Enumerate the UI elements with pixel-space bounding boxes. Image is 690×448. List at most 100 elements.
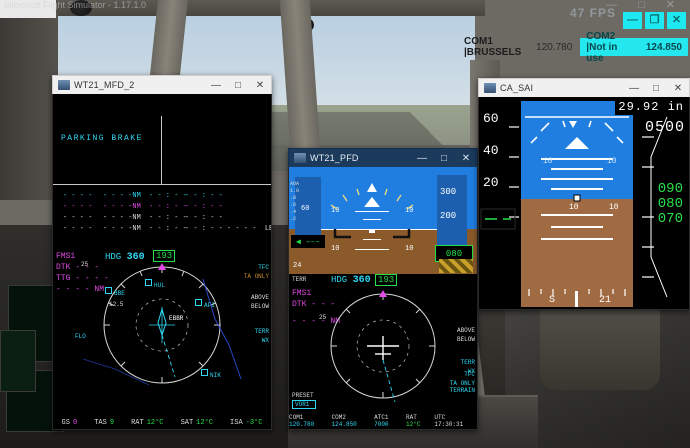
maximize-icon[interactable]: □: [234, 79, 242, 91]
com1-label[interactable]: COM1 |BRUSSELS: [464, 36, 522, 58]
pfd-navigation-display[interactable]: TERR HDG 360 193 FMS1 DTK - - - - - - - …: [289, 274, 477, 429]
sai-airspeed-scale: 60 40 20: [483, 103, 499, 199]
pitch-label-down2: 10: [405, 245, 414, 253]
nd-status-strip: GS 0 TAS 9 RAT 12°C SAT 12°C ISA -3°C: [53, 419, 271, 427]
fp-extra: - - : - - - - - - LB - - - - GW: [185, 225, 271, 233]
minimize-icon[interactable]: —: [623, 12, 642, 29]
waypoint-hul[interactable]: HUL: [145, 279, 165, 289]
com1-field[interactable]: COM1 120.780: [289, 414, 315, 428]
close-icon[interactable]: ✕: [673, 82, 683, 94]
waypoint-bbe[interactable]: BBE: [105, 287, 125, 297]
preset-value[interactable]: VOR1: [292, 400, 316, 409]
table-row: - - - - - - - -NM - - : - - - - : - -: [63, 214, 263, 222]
xtk-value: - - - -: [56, 285, 90, 294]
wx-label[interactable]: WX: [467, 368, 475, 375]
hdg-label: HDG: [105, 252, 122, 262]
app-title: Microsoft Flight Simulator - 1.17.1.0: [4, 0, 147, 10]
nd-mode-labels[interactable]: TFC TA ONLY ABOVE BELOW TERR WX: [244, 263, 269, 345]
window-wt21-pfd[interactable]: WT21_PFD — □ ✕ 10 10 10 10: [288, 148, 478, 430]
table-row: - - - - - - - -NM - - : - - - - : - -: [63, 192, 263, 200]
close-icon[interactable]: ✕: [461, 152, 471, 164]
pfd-titlebar[interactable]: WT21_PFD — □ ✕: [288, 148, 478, 167]
tfc-label[interactable]: TFC: [464, 371, 475, 378]
restore-icon[interactable]: ❐: [645, 12, 664, 29]
aoa-gauge: AOA 1.0 .8 .6 .4 .2: [290, 181, 299, 223]
close-icon[interactable]: ✕: [255, 79, 265, 91]
drum-digit-center: 080: [657, 196, 683, 212]
dtk-label: DTK: [292, 300, 307, 309]
window-wt21-mfd[interactable]: WT21_MFD_2 — □ ✕ PARKING BRAKE - - - - -…: [52, 75, 272, 430]
fp-eta: - - : - -: [149, 225, 187, 233]
window-ca-sai[interactable]: CA_SAI — □ ✕ 60 40 20 29.92 in 0500 090 …: [478, 78, 690, 310]
com2-field[interactable]: COM2 124.850: [331, 414, 357, 428]
rat-field: RAT 12°C: [406, 414, 421, 428]
sai-barometer-readout[interactable]: 29.92 in: [615, 99, 687, 115]
flight-plan-table: - - - - - - - -NM - - : - - - - : - - - …: [63, 192, 271, 236]
mfd-titlebar[interactable]: WT21_MFD_2 — □ ✕: [52, 75, 272, 94]
pitch-label-up2: 10: [405, 207, 414, 215]
maximize-icon[interactable]: □: [440, 152, 448, 164]
terr-annunciator: TERR: [292, 276, 307, 283]
utc-field: UTC 17:30:31: [434, 414, 464, 428]
minimize-icon[interactable]: —: [211, 79, 221, 91]
maximize-icon[interactable]: □: [652, 82, 660, 94]
wx-label[interactable]: WX: [261, 337, 269, 344]
pfd-window-buttons[interactable]: — □ ✕: [411, 150, 477, 167]
navigation-display[interactable]: FMS1 DTK - - - TTG - - - - - - - - NM HD…: [53, 249, 271, 429]
pitch-label-down: 10: [331, 245, 340, 253]
com2-panel[interactable]: COM2 |Not in use 124.850: [580, 31, 688, 64]
sai-heading-pointer: [575, 291, 578, 307]
waypoint-nik[interactable]: NIK: [201, 369, 221, 379]
pfd-tfc-labels: TFC TA ONLY: [450, 370, 475, 388]
airspeed-tick-60: 60: [301, 205, 310, 213]
close-icon[interactable]: ✕: [667, 12, 686, 29]
pfd-status-strip: COM1 120.780 COM2 124.850 ATC1 7000 RAT …: [289, 414, 477, 428]
mfd-window-title: WT21_MFD_2: [74, 80, 135, 90]
mfd-screen[interactable]: PARKING BRAKE - - - - - - - -NM - - : - …: [52, 94, 272, 430]
terr-label[interactable]: TERR: [460, 359, 475, 366]
table-row: - - - - - - - -NM - - : - - - - : - -: [63, 203, 263, 211]
parking-brake-annunciator: PARKING BRAKE: [61, 134, 143, 143]
altitude-unreliable-hatch: [439, 259, 473, 273]
ta-only-label: TA ONLY: [449, 380, 475, 387]
app-icon: [58, 80, 70, 90]
tas-field: TAS 9: [94, 419, 115, 427]
sai-pitch-up-r: 10: [607, 157, 617, 166]
tfc-label[interactable]: TFC: [258, 264, 269, 271]
heading-s: S: [549, 295, 556, 306]
sai-pitch-label-r: 10: [609, 203, 619, 212]
waypoint-flo[interactable]: FLO: [75, 333, 86, 340]
minimize-icon[interactable]: —: [417, 152, 427, 164]
sai-screen[interactable]: 60 40 20 29.92 in 0500 090 080 070: [478, 97, 690, 310]
sai-pitch-label-l: 10: [569, 203, 579, 212]
pfd-screen[interactable]: 10 10 10 10 60 24 AOA 1.0: [288, 167, 478, 430]
sim-window-controls[interactable]: — ❐ ✕: [623, 12, 686, 29]
minimize-icon[interactable]: —: [629, 82, 639, 94]
nd-compass-graphic: [82, 263, 242, 386]
heading-21: 21: [599, 295, 612, 306]
sai-compass-strip: S 21: [521, 283, 633, 307]
pfd-mode-labels[interactable]: ABOVE BELOW TERR WX TERRAIN: [450, 282, 475, 395]
dtk-value: - - -: [311, 300, 336, 309]
com2-label: COM2 |Not in use: [586, 30, 618, 64]
waypoint-afi[interactable]: AFI: [195, 299, 215, 309]
mfd-window-buttons[interactable]: — □ ✕: [205, 77, 271, 94]
preset-nav-source[interactable]: PRESET VOR1: [292, 392, 316, 409]
above-label[interactable]: ABOVE: [456, 327, 475, 334]
fp-distance: - - - -NM: [103, 192, 141, 200]
below-label[interactable]: BELOW: [250, 303, 269, 310]
airport-ebbr[interactable]: EBBR: [169, 315, 184, 322]
preset-label: PRESET: [292, 392, 314, 399]
sai-window-buttons[interactable]: — □ ✕: [623, 80, 689, 97]
below-label[interactable]: BELOW: [456, 336, 475, 343]
com-radio-bar: COM1 |BRUSSELS 120.780 COM2 |Not in use …: [460, 31, 688, 64]
sai-titlebar[interactable]: CA_SAI — □ ✕: [478, 78, 690, 97]
atc1-field[interactable]: ATC1 7000: [374, 414, 389, 428]
titlebar-strip: [0, 0, 56, 18]
terr-label[interactable]: TERR: [254, 328, 269, 335]
aoa-label: AOA: [290, 181, 300, 187]
above-label[interactable]: ABOVE: [250, 294, 269, 301]
fp-extra: - - : - -: [185, 192, 223, 200]
com1-frequency[interactable]: 120.780: [536, 41, 573, 53]
terrain-label[interactable]: TERRAIN: [449, 387, 475, 394]
